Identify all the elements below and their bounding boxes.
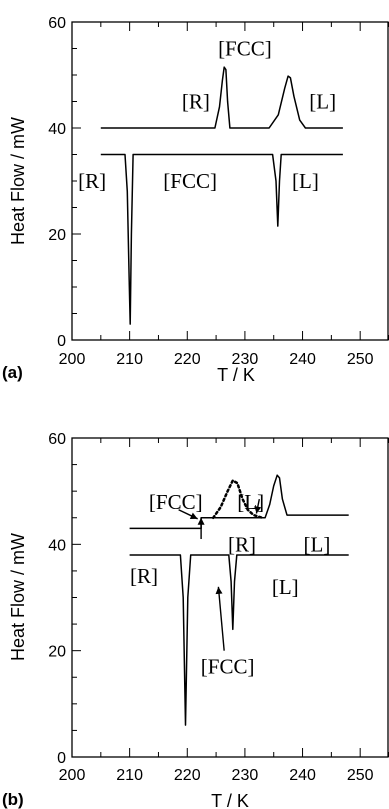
phase-annotation: [R]	[130, 564, 158, 588]
phase-annotation: [L]	[304, 532, 331, 556]
phase-annotation: [L]	[237, 490, 264, 514]
y-tick-label: 20	[48, 644, 66, 661]
y-axis-label: Heat Flow / mW	[8, 117, 28, 245]
phase-annotation: [R]	[228, 532, 256, 556]
x-tick-label: 240	[289, 767, 316, 784]
panel-a: 200 210 220 230 240 250 0 20 40 60 [R] [FCC] [L] [R] […	[2, 15, 389, 385]
x-tick-label: 250	[347, 767, 374, 784]
y-tick-label: 0	[57, 750, 66, 767]
phase-annotation: [L]	[292, 169, 319, 193]
y-tick-label: 40	[48, 537, 66, 554]
x-axis-label: T / K	[211, 791, 249, 809]
x-tick-label: 240	[289, 351, 316, 368]
y-tick-label: 20	[48, 227, 66, 244]
x-tick-label: 220	[174, 351, 201, 368]
phase-annotation: [R]	[78, 169, 106, 193]
arrow-head	[215, 586, 223, 595]
y-tick-label: 40	[48, 121, 66, 138]
phase-annotation: [R]	[182, 90, 210, 114]
x-tick-label: 250	[347, 351, 374, 368]
phase-annotation: [FCC]	[163, 169, 217, 193]
x-tick-label: 200	[59, 351, 86, 368]
arrow-head	[197, 517, 205, 525]
y-tick-label: 60	[48, 15, 66, 32]
arrow-shaft	[217, 586, 225, 651]
plot-frame	[71, 21, 389, 341]
phase-annotation: [FCC]	[149, 490, 203, 514]
series-line-3	[129, 554, 349, 726]
panel-label: (a)	[2, 363, 23, 382]
series-line-2	[100, 153, 343, 325]
arrow-head	[254, 505, 262, 514]
x-tick-label: 220	[174, 767, 201, 784]
phase-annotation: [L]	[309, 90, 336, 114]
x-tick-label: 210	[116, 767, 143, 784]
x-axis-label: T / K	[217, 365, 255, 385]
arrow-head	[189, 512, 198, 519]
x-tick-label: 230	[232, 767, 259, 784]
panel-label: (b)	[2, 790, 24, 809]
y-tick-label: 0	[57, 333, 66, 350]
series-line-2	[211, 479, 264, 520]
phase-annotation: [FCC]	[201, 655, 255, 679]
y-axis-label: Heat Flow / mW	[8, 533, 28, 661]
x-tick-label: 230	[232, 351, 259, 368]
phase-annotation: [L]	[272, 575, 299, 599]
x-tick-label: 200	[59, 767, 86, 784]
phase-annotation: [FCC]	[218, 37, 272, 61]
series-line-1	[100, 66, 343, 129]
x-tick-label: 210	[116, 351, 143, 368]
y-tick-label: 60	[48, 431, 66, 448]
